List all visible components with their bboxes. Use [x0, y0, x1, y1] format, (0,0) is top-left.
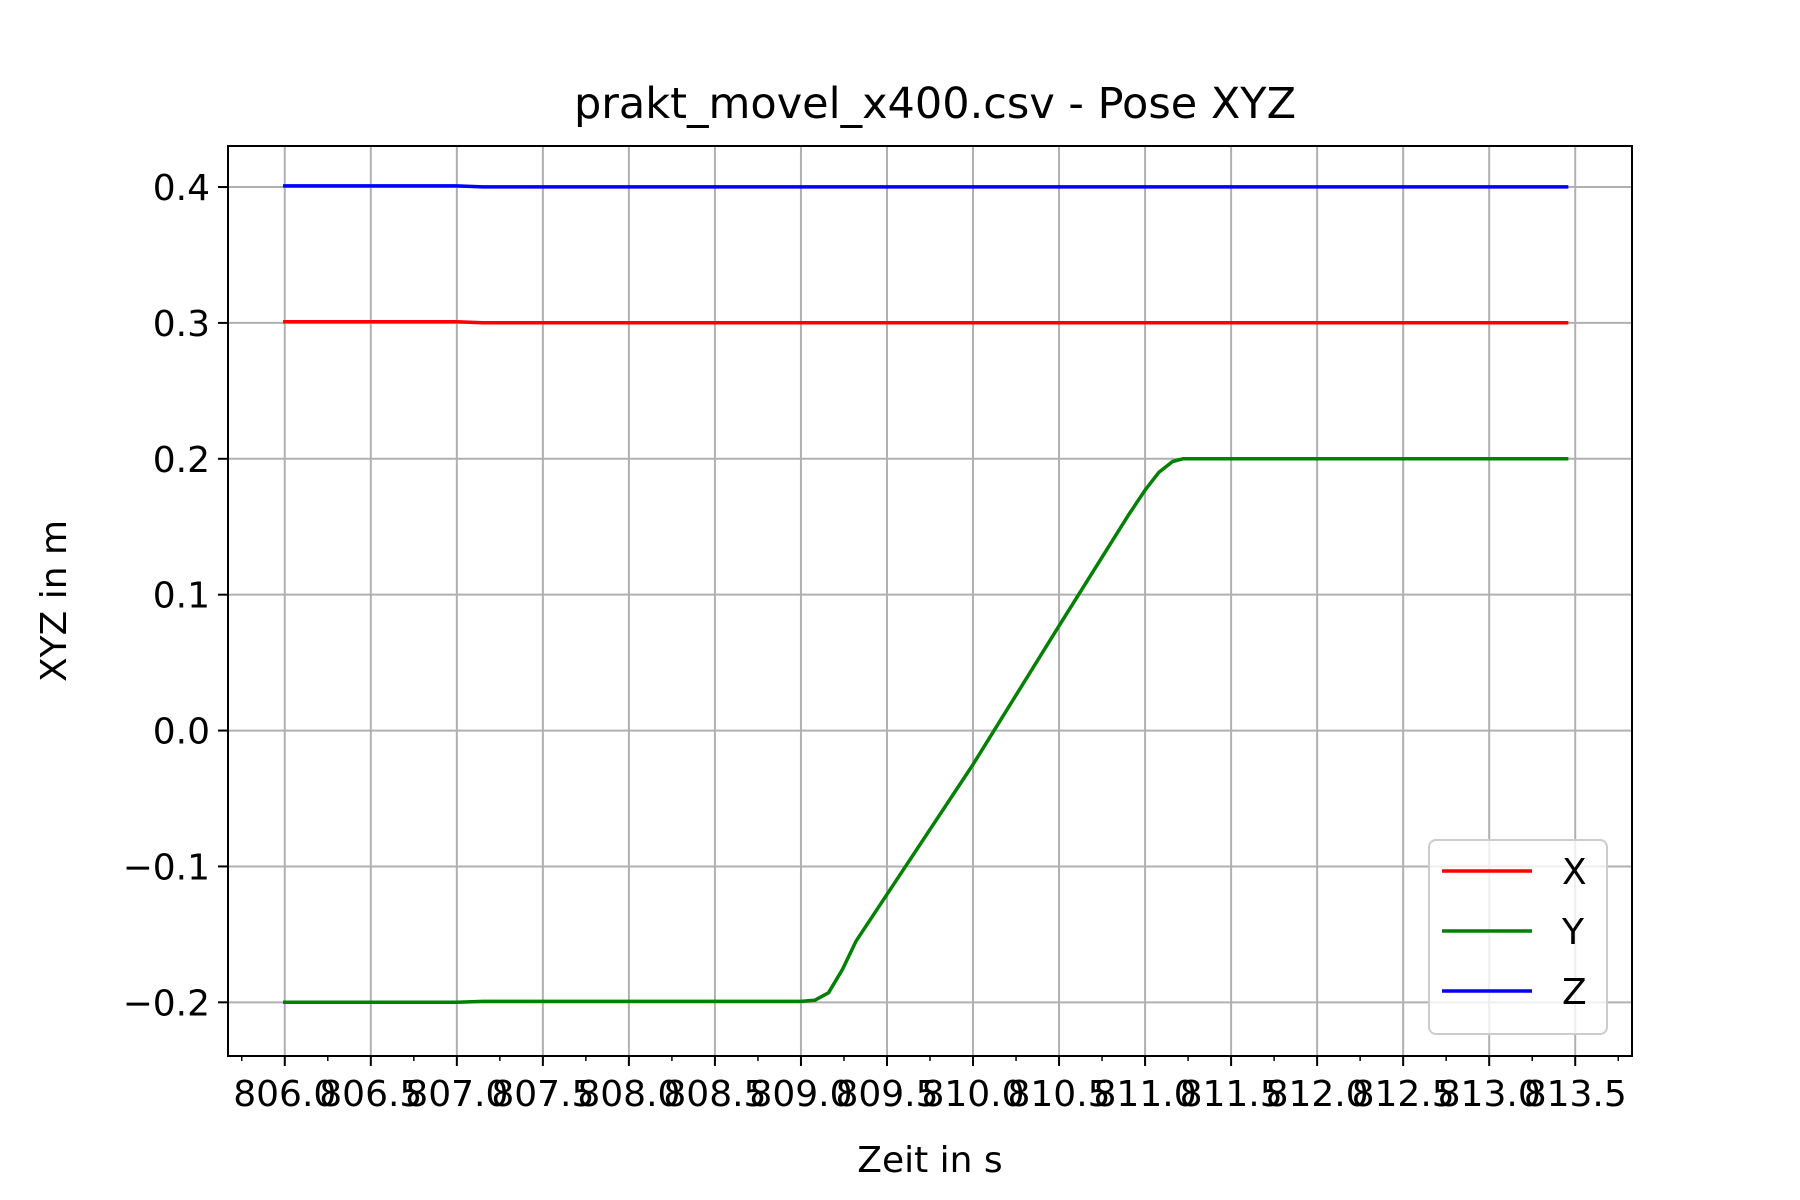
y-tick-label: −0.2: [123, 983, 210, 1024]
y-tick-label: 0.3: [153, 304, 210, 345]
x-tick-label: 808.0: [577, 1074, 680, 1115]
x-tick-label: 811.0: [1094, 1074, 1197, 1115]
chart-title: prakt_movel_x400.csv - Pose XYZ: [574, 79, 1296, 129]
series-line-y: [283, 457, 1569, 1005]
legend-label-z: Z: [1562, 972, 1587, 1013]
x-tick-label: 811.5: [1180, 1074, 1283, 1115]
x-tick-label: 809.0: [749, 1074, 852, 1115]
x-tick-label: 806.5: [319, 1074, 422, 1115]
plot-area-frame: [227, 145, 1633, 1057]
x-tick-label: 812.0: [1266, 1074, 1369, 1115]
series-lines: [283, 184, 1569, 1005]
series-line-x: [283, 320, 1569, 325]
x-tick-label: 810.0: [921, 1074, 1024, 1115]
x-tick-label: 806.0: [233, 1074, 336, 1115]
x-tick-label: 813.0: [1438, 1074, 1541, 1115]
x-tick-label: 807.5: [491, 1074, 594, 1115]
x-tick-label: 808.5: [663, 1074, 766, 1115]
legend: XYZ: [1428, 839, 1608, 1035]
y-tick-label: 0.4: [153, 168, 210, 209]
y-axis-label: XYZ in m: [34, 520, 75, 682]
legend-label-y: Y: [1561, 912, 1585, 953]
x-tick-label: 810.5: [1008, 1074, 1111, 1115]
x-tick-label: 809.5: [835, 1074, 938, 1115]
axis-ticks: 806.0806.5807.0807.5808.0808.5809.0809.5…: [123, 168, 1627, 1115]
x-tick-label: 807.0: [405, 1074, 508, 1115]
y-tick-label: 0.0: [153, 712, 210, 753]
y-tick-label: 0.2: [153, 440, 210, 481]
legend-label-x: X: [1562, 852, 1587, 893]
series-line-z: [283, 184, 1569, 189]
y-tick-label: −0.1: [123, 847, 210, 888]
x-axis-label: Zeit in s: [857, 1140, 1002, 1181]
x-tick-label: 812.5: [1352, 1074, 1455, 1115]
x-tick-label: 813.5: [1524, 1074, 1627, 1115]
legend-box: [1428, 839, 1608, 1035]
y-tick-label: 0.1: [153, 576, 210, 617]
